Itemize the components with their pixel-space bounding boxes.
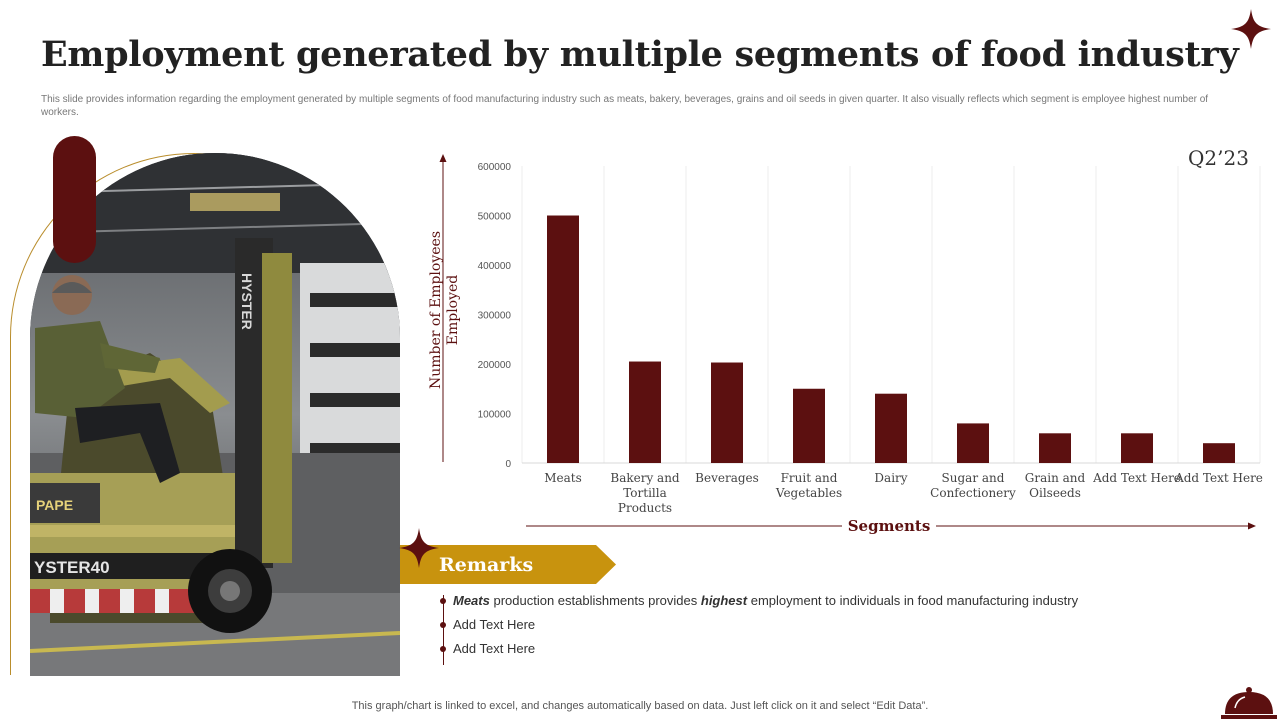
quarter-label: Q2’23	[1188, 146, 1249, 170]
remarks-banner	[400, 545, 616, 584]
bar	[793, 388, 825, 463]
remark-emphasis: highest	[700, 593, 748, 608]
y-axis-arrowhead	[439, 154, 447, 162]
bar	[1203, 443, 1235, 463]
footer-note: This graph/chart is linked to excel, and…	[351, 700, 929, 712]
remark-text: production establishments provides	[489, 593, 701, 608]
x-tick-label: Meats	[544, 471, 582, 485]
y-axis-label: Number of EmployeesEmployed	[428, 231, 461, 389]
bar	[629, 361, 661, 463]
y-tick-label: 600000	[478, 162, 512, 173]
bullet-dot	[440, 598, 446, 604]
y-tick-label: 200000	[478, 360, 512, 371]
x-axis-label: Segments	[848, 517, 931, 535]
page-title: Employment generated by multiple segment…	[41, 34, 1239, 75]
x-tick-label: Add Text Here	[1092, 471, 1181, 485]
y-tick-label: 0	[505, 459, 511, 470]
remarks-timeline	[443, 595, 444, 665]
forklift-photo: HYSTER PAPE YSTER40	[30, 153, 400, 676]
four-point-star-icon	[1231, 9, 1271, 49]
bar	[547, 215, 579, 463]
bar	[1121, 433, 1153, 463]
bullet-dot	[440, 622, 446, 628]
x-tick-label: Grain and Oilseeds	[1025, 471, 1086, 500]
y-tick-label: 300000	[478, 311, 512, 322]
x-tick-label: Dairy	[874, 471, 907, 485]
remark-item: Meats production establishments provides…	[440, 593, 1079, 608]
x-tick-label: Add Text Here	[1174, 471, 1263, 485]
remark-text: employment to individuals in food manufa…	[747, 593, 1079, 608]
remark-item: Add Text Here	[440, 641, 536, 656]
forklift-sign-text: PAPE	[36, 497, 73, 513]
decorative-pill	[53, 136, 96, 263]
remarks-heading: Remarks	[439, 554, 534, 576]
remark-prefix: Meats	[453, 593, 490, 608]
bar	[1039, 433, 1071, 463]
x-tick-label: Sugar and Confectionery	[930, 471, 1016, 500]
slide-description: This slide provides information regardin…	[41, 94, 1209, 118]
bar	[957, 423, 989, 463]
x-tick-label: Fruit and Vegetables	[775, 471, 842, 500]
x-tick-label: Bakery and Tortilla Products	[610, 471, 680, 515]
four-point-star-icon	[399, 528, 439, 568]
employment-bar-chart: 0 100000 200000 300000 400000 500000 600000 Mea…	[420, 150, 1280, 540]
cloche-icon	[1221, 687, 1277, 719]
y-tick-label: 100000	[478, 410, 512, 421]
forklift-mast-brand: HYSTER	[239, 273, 255, 330]
remark-text: Add Text Here	[453, 641, 536, 656]
bar	[875, 393, 907, 463]
forklift-model-text: YSTER40	[34, 558, 110, 577]
bullet-dot	[440, 646, 446, 652]
remark-text: Add Text Here	[453, 617, 536, 632]
y-tick-label: 400000	[478, 261, 512, 272]
x-axis-arrowhead	[1248, 522, 1256, 530]
x-tick-label: Beverages	[695, 471, 759, 485]
y-tick-label: 500000	[478, 212, 512, 223]
remark-item: Add Text Here	[440, 617, 536, 632]
bar	[711, 362, 743, 463]
